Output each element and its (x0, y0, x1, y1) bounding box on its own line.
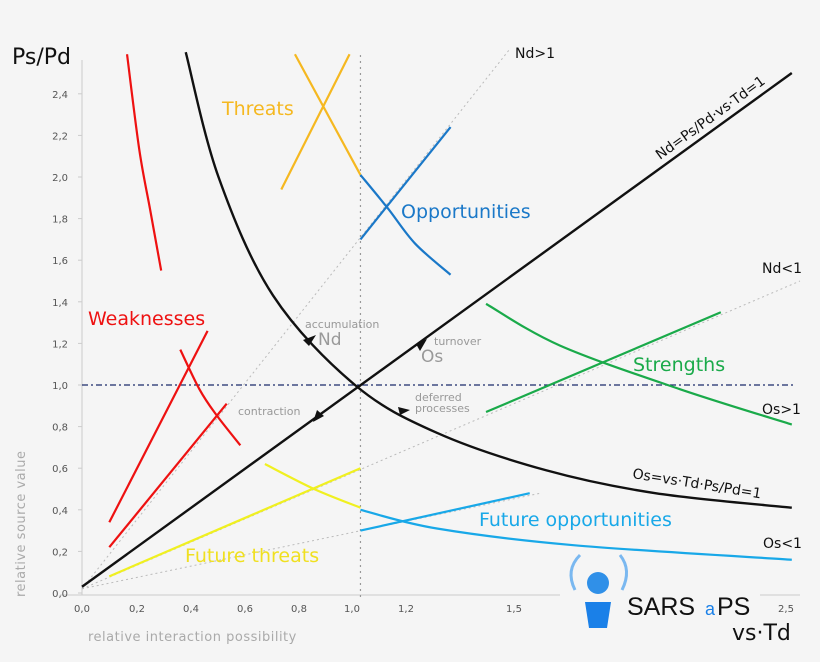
label-nd: Nd (318, 330, 342, 350)
os-equals-1-curve (184, 51, 792, 509)
y-tick-label: 0,6 (52, 464, 68, 475)
label-turnover: turnover (434, 335, 482, 348)
region-curve-strengths (485, 302, 793, 426)
region-curve-opportunities (359, 126, 452, 241)
x-tick-label: 1,2 (398, 604, 414, 615)
y-tick-label: 1,6 (52, 256, 68, 267)
region-curve-threats (293, 53, 362, 176)
y-tick-label: 2,4 (52, 90, 68, 101)
y-axis-label: relative source value (14, 451, 29, 597)
label-threats: Threats (221, 98, 294, 120)
region-curve-future-opportunities (360, 492, 530, 532)
arrow-deferred-icon (398, 407, 410, 415)
sarsaps-logo: SARS a PS (569, 553, 750, 628)
x-tick-label: 0,8 (291, 604, 307, 615)
region-curve-strengths (485, 311, 722, 414)
label-os-lt1: Os<1 (763, 536, 802, 552)
logo-text-a: a (705, 599, 716, 619)
region-curve-weaknesses (179, 349, 242, 447)
logo-text-sars: SARS (627, 593, 695, 621)
label-deferred: deferred (415, 391, 462, 404)
y-tick-label: 0,4 (52, 506, 68, 517)
x-tick-label: 1,5 (506, 604, 522, 615)
arrow-turnover-icon (416, 339, 427, 351)
label-os-equation: Os=vs·Td·Ps/Pd=1 (631, 466, 762, 502)
label-os: Os (421, 347, 443, 367)
guide-line (81, 492, 541, 590)
region-curve-future-opportunities (360, 508, 792, 561)
y-tick-label: 2,2 (52, 131, 68, 142)
x-tick-label: 2,5 (778, 604, 794, 615)
x-tick-label: 0,4 (183, 604, 199, 615)
x-tick-label: 0,6 (237, 604, 253, 615)
x-axis-label: relative interaction possibility (88, 630, 297, 645)
x-tick-label: 0,0 (74, 604, 90, 615)
region-curve-future-threats (264, 463, 361, 509)
y-tick-label: 0,8 (52, 423, 68, 434)
logo-body-icon (585, 602, 611, 628)
y-tick-label: 1,0 (52, 381, 68, 392)
arrow-accumulation-icon (303, 335, 316, 346)
label-future-opportunities: Future opportunities (479, 509, 672, 531)
axes (60, 60, 800, 596)
label-contraction: contraction (238, 405, 300, 418)
guide-line (81, 47, 512, 590)
region-curve-weaknesses (125, 54, 163, 271)
logo-head-icon (587, 572, 609, 594)
region-curve-opportunities (359, 174, 452, 276)
region-curve-weaknesses (108, 330, 209, 523)
label-nd-lt1: Nd<1 (762, 261, 802, 277)
y-tick-label: 0,2 (52, 547, 68, 558)
logo-text-ps: PS (717, 593, 750, 621)
nd-equals-1-line (81, 72, 793, 588)
region-curve-threats (280, 53, 351, 190)
label-processes: processes (415, 402, 470, 415)
label-weaknesses: Weaknesses (88, 308, 205, 330)
arrow-contraction-icon (313, 410, 324, 422)
label-future-threats: Future threats (185, 545, 319, 567)
y-tick-label: 1,2 (52, 339, 68, 350)
label-nd-gt1: Nd>1 (515, 46, 555, 62)
arrows (303, 335, 427, 422)
y-tick-label: 1,8 (52, 215, 68, 226)
signal-right-icon (618, 554, 628, 591)
label-nd-equation: Nd=Ps/Pd·vs·Td=1 (653, 73, 769, 163)
y-axis-title: Ps/Pd (12, 45, 71, 70)
label-strengths: Strengths (633, 354, 725, 376)
x-axis-title: vs·Td (732, 621, 791, 646)
y-tick-label: 2,0 (52, 173, 68, 184)
x-tick-label: 1,0 (344, 604, 360, 615)
signal-left-icon (569, 553, 582, 591)
label-opportunities: Opportunities (401, 201, 531, 223)
y-tick-label: 0,0 (52, 589, 68, 600)
label-os-gt1: Os>1 (762, 402, 801, 418)
region-curve-weaknesses (108, 403, 228, 548)
x-tick-label: 0,2 (129, 604, 145, 615)
y-tick-label: 1,4 (52, 298, 68, 309)
label-accumulation: accumulation (305, 318, 379, 331)
region-curve-future-threats (108, 467, 361, 578)
